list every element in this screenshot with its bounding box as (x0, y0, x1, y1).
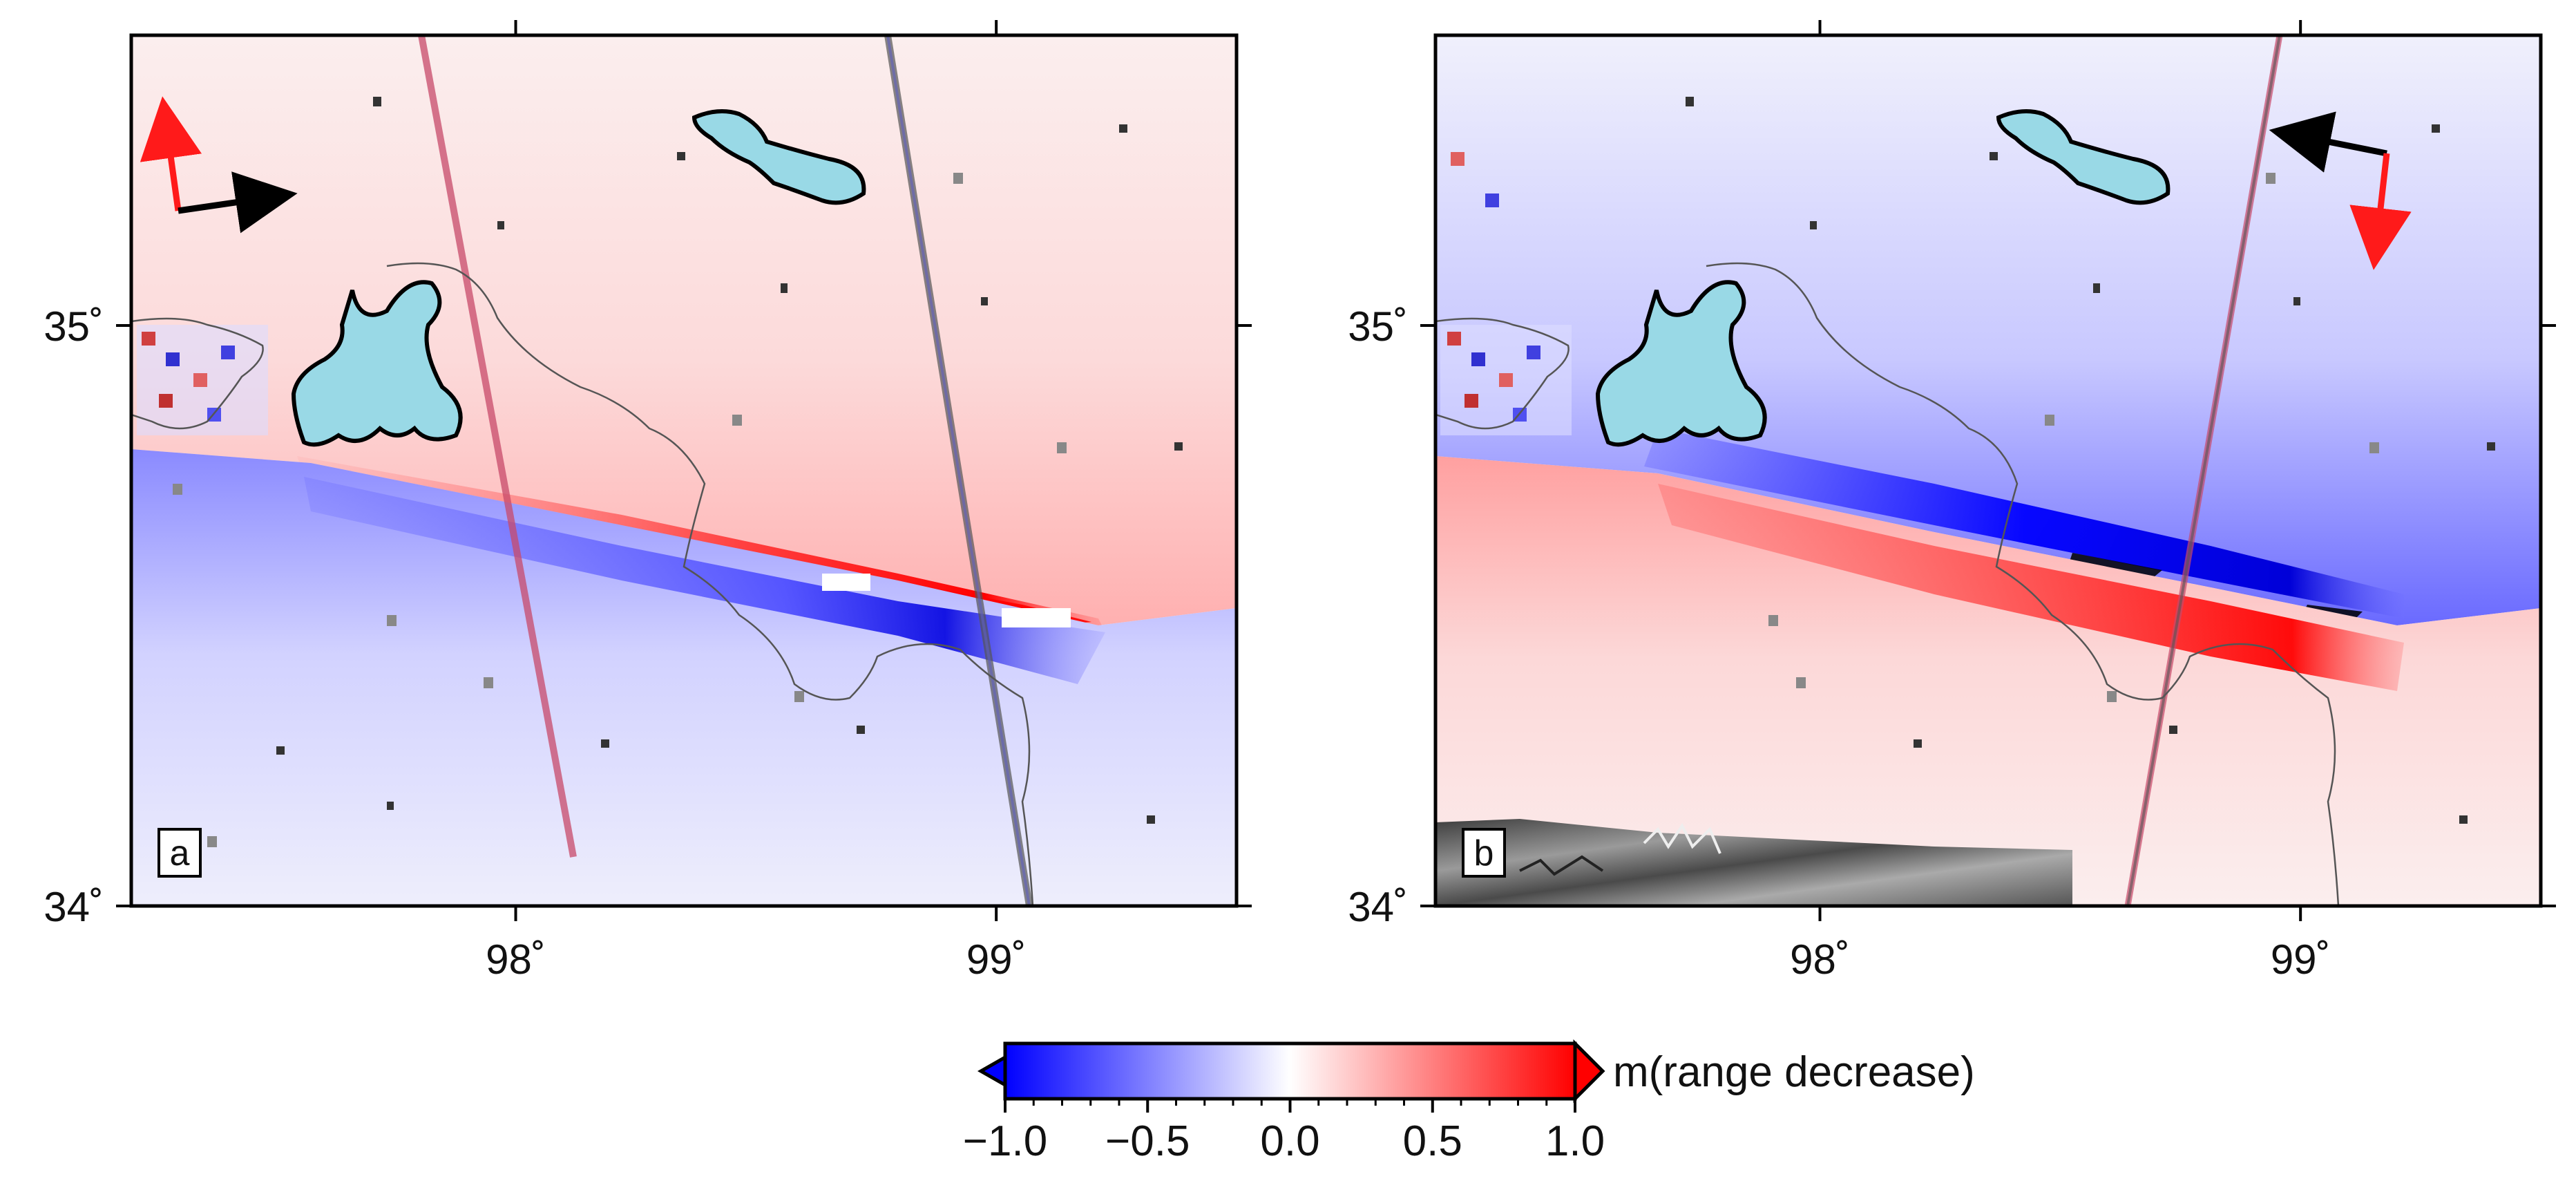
colorbar-tick-label-1: −0.5 (1105, 1117, 1190, 1165)
x-tick-label-a-0: 98˚ (486, 936, 546, 983)
colorbar-tick-label-3: 0.5 (1403, 1117, 1462, 1165)
panel-a-label-box (158, 828, 202, 878)
panel-b: b (1433, 33, 2543, 908)
topography-hillshade (1435, 819, 2072, 906)
flight-direction-arrow-a (178, 171, 298, 234)
x-tick-label-b-1: 99˚ (2271, 936, 2331, 983)
axes: 98˚ 99˚ 35˚ 34˚ 98˚ 99˚ 35˚ 34˚ (44, 20, 2556, 983)
colorbar-gradient (1005, 1043, 1575, 1099)
x-tick-label-a-1: 99˚ (966, 936, 1027, 983)
panel-b-label: b (1474, 833, 1494, 873)
flight-direction-arrow-b (2269, 111, 2387, 173)
colorbar-over-triangle (1573, 1039, 1605, 1104)
panel-a-displacement-field (131, 35, 1237, 906)
y-tick-label-b-1: 34˚ (1348, 884, 1408, 930)
colorbar-tick-label-2: 0.0 (1260, 1117, 1319, 1165)
y-tick-label-a-1: 34˚ (44, 884, 104, 930)
panel-b-label-box (1462, 828, 1506, 878)
panel-b-frame (1433, 33, 2543, 908)
colorbar-ticks: −1.0 −0.5 0.0 0.5 1.0 (963, 1099, 1605, 1165)
panel-a-frame (129, 33, 1239, 908)
colorbar-tick-label-4: 1.0 (1545, 1117, 1605, 1165)
look-direction-arrow-a (140, 96, 202, 211)
y-tick-label-a-0: 35˚ (44, 303, 104, 350)
x-tick-label-b-0: 98˚ (1790, 936, 1850, 983)
panel-b-displacement-field (1435, 35, 2541, 906)
colorbar-unit-label: m(range decrease) (1613, 1048, 1975, 1096)
lake-west-b (1595, 280, 1767, 447)
panel-a: a (129, 33, 1239, 908)
colorbar-under-triangle (977, 1054, 1007, 1088)
lake-west-a (291, 280, 463, 447)
colorbar: −1.0 −0.5 0.0 0.5 1.0 m(range decrease) (963, 1039, 1975, 1165)
lake-north-b (1996, 109, 2170, 205)
y-tick-label-b-0: 35˚ (1348, 303, 1408, 350)
lake-north-a (691, 109, 866, 205)
colorbar-tick-label-0: −1.0 (963, 1117, 1047, 1165)
look-direction-arrow-b (2349, 153, 2412, 270)
panel-a-label: a (170, 833, 190, 873)
